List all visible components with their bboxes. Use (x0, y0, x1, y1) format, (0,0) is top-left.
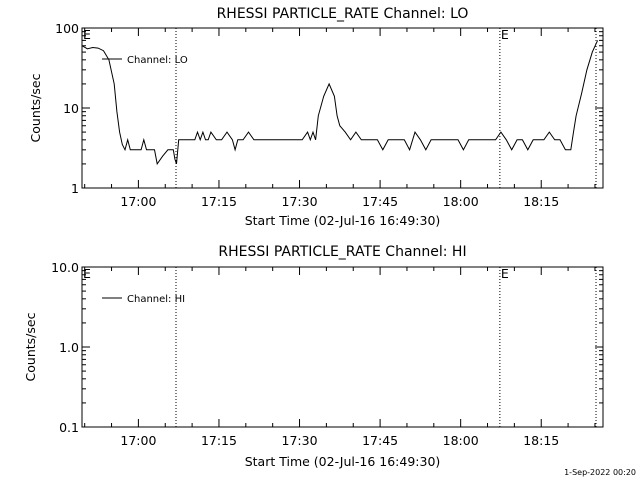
y-tick-label: 1.0 (59, 340, 79, 355)
x-tick-label: 17:30 (282, 194, 318, 209)
x-axis-label: Start Time (02-Jul-16 16:49:30) (245, 213, 441, 228)
chart-title: RHESSI PARTICLE_RATE Channel: HI (218, 244, 466, 260)
chart-title: RHESSI PARTICLE_RATE Channel: LO (217, 6, 469, 22)
y-axis-label: Counts/sec (23, 312, 38, 381)
y-tick-label: 0.1 (59, 420, 79, 435)
x-tick-label: 17:45 (362, 194, 398, 209)
y-axis-label: Counts/sec (28, 73, 43, 142)
event-marker-label: E (501, 266, 509, 281)
x-tick-label: 18:15 (523, 433, 559, 448)
x-tick-label: 18:15 (523, 194, 559, 209)
plot-frame (81, 266, 604, 428)
legend-label: Channel: HI (127, 294, 185, 305)
start-marker-label: E (83, 266, 91, 281)
y-tick-label: 100 (55, 21, 79, 36)
x-tick-label: 17:30 (282, 433, 318, 448)
x-tick-label: 18:00 (443, 194, 479, 209)
x-tick-label: 18:00 (443, 433, 479, 448)
legend-label: Channel: LO (127, 55, 188, 66)
x-axis-label: Start Time (02-Jul-16 16:49:30) (245, 454, 441, 469)
x-tick-label: 17:15 (201, 194, 237, 209)
y-tick-label: 10.0 (51, 260, 79, 275)
series-line (81, 40, 599, 166)
plot-frame (81, 27, 604, 189)
x-tick-label: 17:15 (201, 433, 237, 448)
start-marker-label: E (83, 27, 91, 42)
footer-timestamp: 1-Sep-2022 00:20 (564, 468, 636, 477)
y-tick-label: 10 (63, 101, 79, 116)
event-marker-label: E (501, 27, 509, 42)
x-tick-label: 17:00 (120, 194, 156, 209)
x-tick-label: 17:00 (120, 433, 156, 448)
y-tick-label: 1 (71, 181, 79, 196)
x-tick-label: 17:45 (362, 433, 398, 448)
